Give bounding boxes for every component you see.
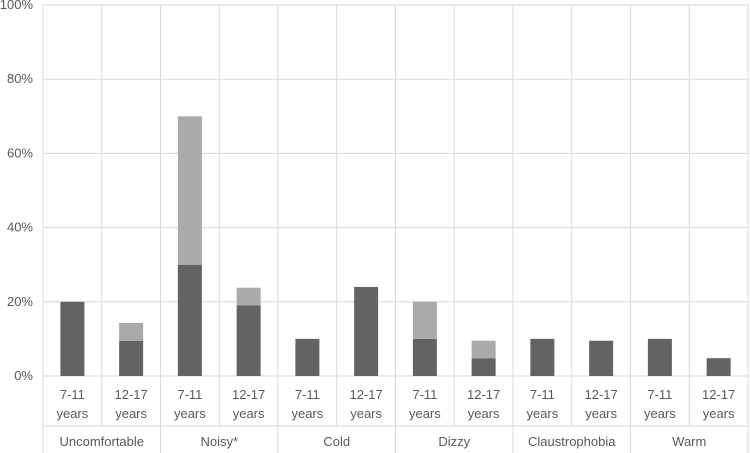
bar-segment-dark: [295, 338, 320, 376]
bar-label-unit: years: [174, 406, 206, 421]
bar-label-unit: years: [585, 406, 617, 421]
bar-segment-dark: [119, 340, 144, 376]
bar-segment-dark: [412, 338, 437, 376]
bar-label-unit: years: [115, 406, 147, 421]
bar-label-age: 7-11: [295, 387, 320, 402]
y-tick-label: 100%: [0, 0, 33, 12]
y-tick-label: 20%: [7, 294, 33, 309]
bar-label-unit: years: [233, 406, 265, 421]
bar-label-age: 7-11: [412, 387, 437, 402]
group-label: Claustrophobia: [528, 434, 616, 449]
bar-label-age: 12-17: [232, 387, 265, 402]
bar-label-age: 12-17: [585, 387, 618, 402]
y-tick-label: 0%: [14, 368, 33, 383]
group-label: Uncomfortable: [59, 434, 144, 449]
bar-label-unit: years: [644, 406, 676, 421]
bar-label-unit: years: [468, 406, 500, 421]
bar-label-unit: years: [526, 406, 558, 421]
bar-label-unit: years: [56, 406, 88, 421]
bar-label-age: 7-11: [530, 387, 555, 402]
group-label: Cold: [323, 434, 350, 449]
bar-segment-dark: [647, 338, 672, 376]
bar-segment-light: [236, 287, 261, 306]
bar-label-age: 7-11: [647, 387, 672, 402]
bar-label-unit: years: [703, 406, 735, 421]
bar-label-age: 12-17: [467, 387, 500, 402]
bar-segment-dark: [177, 264, 202, 376]
y-tick-label: 80%: [7, 71, 33, 86]
bar-label-age: 12-17: [115, 387, 148, 402]
bar-segment-light: [119, 322, 144, 341]
bar-segment-dark: [236, 305, 261, 376]
bar-segment-dark: [471, 358, 496, 376]
y-tick-label: 40%: [7, 220, 33, 235]
bar-label-age: 12-17: [350, 387, 383, 402]
bar-label-unit: years: [409, 406, 441, 421]
bar-segment-light: [177, 116, 202, 265]
bar-segment-dark: [530, 338, 555, 376]
bar-label-age: 12-17: [702, 387, 735, 402]
bar-label-unit: years: [350, 406, 382, 421]
bar-label-age: 7-11: [177, 387, 202, 402]
bar-segment-light: [471, 340, 496, 359]
bar-segment-dark: [354, 286, 379, 376]
bar-segment-light: [412, 301, 437, 339]
bar-label-age: 7-11: [60, 387, 85, 402]
y-tick-label: 60%: [7, 145, 33, 160]
group-label: Noisy*: [200, 434, 238, 449]
bar-label-unit: years: [291, 406, 323, 421]
bar-segment-dark: [60, 301, 85, 376]
group-label: Warm: [672, 434, 706, 449]
bar-segment-dark: [589, 340, 614, 376]
group-label: Dizzy: [438, 434, 470, 449]
bar-segment-dark: [706, 358, 731, 376]
